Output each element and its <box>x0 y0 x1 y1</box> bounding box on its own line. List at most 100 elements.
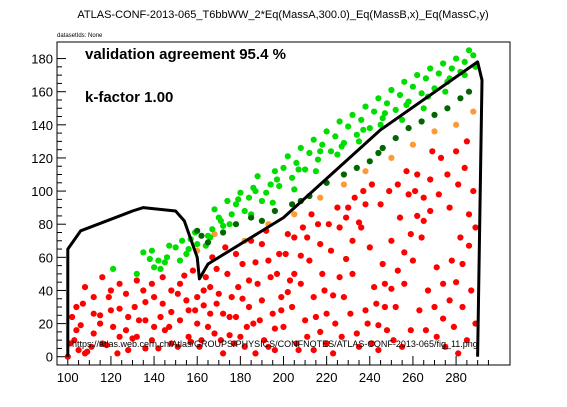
excluded-marginal-point <box>431 128 438 135</box>
excluded-point <box>116 333 123 340</box>
x-tick-label: 100 <box>57 370 79 385</box>
excluded-point <box>217 337 224 344</box>
allowed-marginal-point <box>366 158 373 165</box>
allowed-point <box>194 241 201 248</box>
allowed-marginal-point <box>289 201 296 208</box>
allowed-point <box>401 78 408 85</box>
excluded-point <box>435 191 442 198</box>
excluded-point <box>200 287 207 294</box>
allowed-marginal-point <box>431 111 438 118</box>
excluded-point <box>110 323 117 330</box>
excluded-point <box>168 308 175 316</box>
allowed-point <box>176 257 184 264</box>
excluded-point <box>252 259 259 266</box>
allowed-point <box>323 128 330 135</box>
excluded-point <box>232 250 240 258</box>
allowed-marginal-point <box>465 88 473 95</box>
excluded-point <box>424 287 432 294</box>
excluded-point <box>265 257 272 264</box>
allowed-point <box>366 125 373 132</box>
allowed-point <box>396 91 404 99</box>
excluded-point <box>273 270 281 277</box>
allowed-point <box>252 188 259 195</box>
excluded-point <box>107 287 114 294</box>
excluded-point <box>269 310 276 317</box>
allowed-point <box>418 90 425 97</box>
allowed-point <box>209 226 216 233</box>
excluded-point <box>325 221 332 228</box>
excluded-point <box>148 337 155 344</box>
allowed-point <box>228 211 235 218</box>
excluded-point <box>73 327 80 334</box>
excluded-point <box>243 323 250 330</box>
allowed-marginal-point <box>204 239 212 246</box>
excluded-point <box>254 280 261 287</box>
allowed-point <box>110 265 117 272</box>
x-axis: 100 120 140 160 180 200 220 240 260 280 <box>57 356 489 385</box>
allowed-point <box>403 101 410 108</box>
excluded-point <box>293 340 300 347</box>
excluded-point <box>228 294 235 301</box>
excluded-point <box>81 284 89 291</box>
excluded-point <box>125 347 132 354</box>
allowed-point <box>448 65 455 72</box>
allowed-point <box>381 110 388 117</box>
allowed-point <box>461 58 468 65</box>
excluded-point <box>437 154 445 161</box>
y-tick-label: 20 <box>39 317 53 332</box>
excluded-point <box>75 347 82 354</box>
excluded-point <box>71 337 78 344</box>
allowed-marginal-point <box>232 221 240 228</box>
excluded-point <box>446 297 453 304</box>
excluded-point <box>220 350 227 357</box>
excluded-point <box>286 277 294 284</box>
excluded-point <box>297 280 304 287</box>
allowed-point <box>306 149 313 157</box>
excluded-point <box>237 333 244 340</box>
excluded-point <box>220 310 227 317</box>
allowed-marginal-point <box>392 135 399 142</box>
excluded-point <box>226 313 233 321</box>
x-tick-label: 160 <box>186 370 208 385</box>
scatter-points <box>64 47 479 360</box>
allowed-point <box>377 121 384 128</box>
excluded-point <box>90 294 97 301</box>
x-tick-label: 120 <box>100 370 122 385</box>
excluded-point <box>416 307 423 314</box>
excluded-point <box>420 217 427 224</box>
allowed-point <box>273 176 281 183</box>
excluded-point <box>245 277 253 284</box>
excluded-marginal-point <box>362 168 369 175</box>
allowed-point <box>258 197 265 205</box>
excluded-point <box>256 317 263 324</box>
dataset-label: datasetIds: None <box>57 33 103 39</box>
allowed-point <box>336 118 343 125</box>
excluded-point <box>122 327 130 334</box>
excluded-point <box>427 207 434 215</box>
allowed-point <box>179 237 186 244</box>
excluded-point <box>394 267 401 274</box>
excluded-point <box>222 244 229 251</box>
excluded-point <box>327 247 335 254</box>
allowed-point <box>302 166 309 173</box>
excluded-point <box>174 290 181 297</box>
allowed-point <box>465 47 473 54</box>
excluded-marginal-point <box>291 211 298 218</box>
excluded-point <box>349 237 356 244</box>
allowed-point <box>183 250 190 258</box>
excluded-point <box>239 260 246 268</box>
excluded-point <box>183 297 190 304</box>
allowed-point <box>317 148 324 155</box>
excluded-point <box>284 231 291 238</box>
excluded-point <box>317 328 324 335</box>
excluded-point <box>414 212 421 219</box>
excluded-point <box>278 307 285 314</box>
allowed-marginal-point <box>444 105 451 112</box>
excluded-point <box>142 299 149 306</box>
excluded-point <box>291 270 298 277</box>
excluded-point <box>304 333 311 340</box>
excluded-point <box>284 289 291 296</box>
excluded-point <box>73 303 80 311</box>
excluded-point <box>317 241 324 248</box>
